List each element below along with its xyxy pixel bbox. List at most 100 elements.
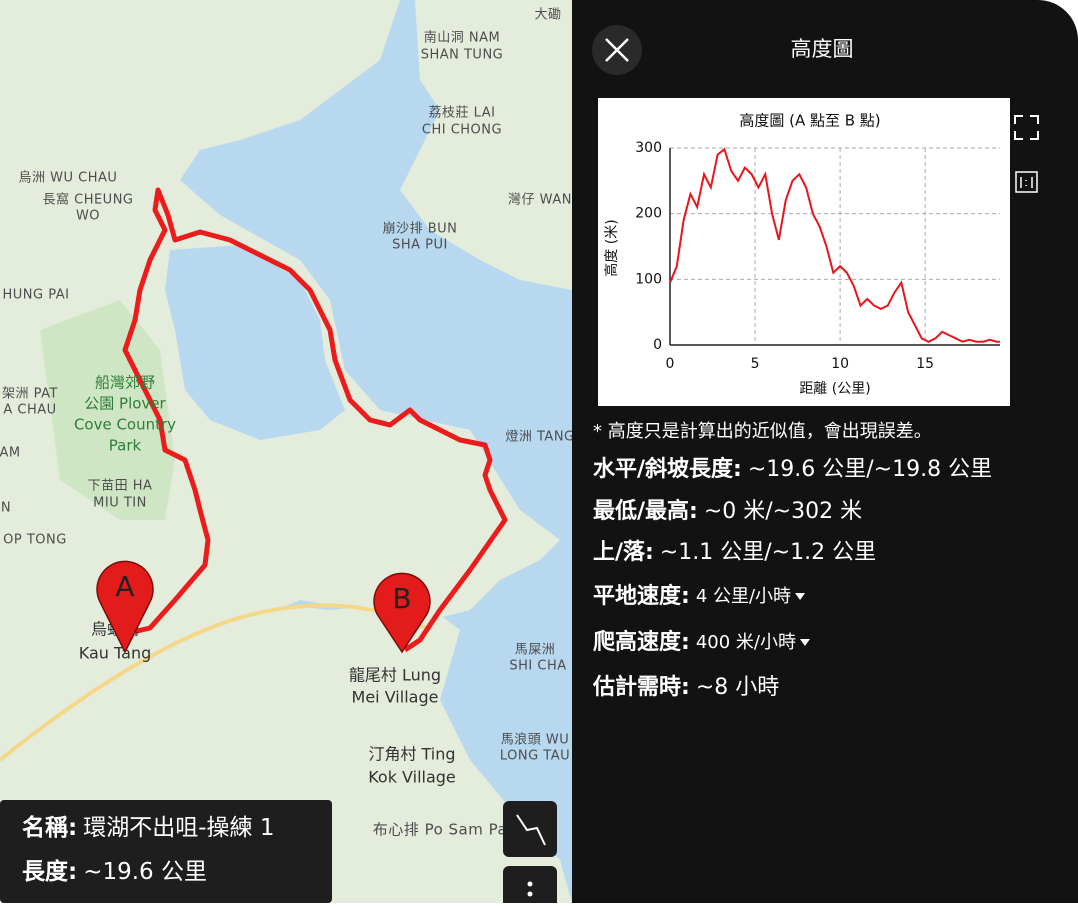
route-length: 長度: ~19.6 公里	[22, 858, 207, 885]
marker-label: A	[115, 570, 134, 603]
stat-value: ~0 米/~302 米	[704, 499, 862, 524]
map-label: 汀角村 Ting	[368, 745, 455, 764]
stat: 最低/最高: ~0 米/~302 米	[593, 498, 862, 524]
x-tick-label: 10	[831, 356, 849, 372]
icon	[527, 891, 533, 897]
map-label: Mei Village	[352, 688, 439, 707]
route-name: 名稱: 環湖不出咀-操練 1	[22, 814, 274, 841]
stat-value: 400 米/小時	[696, 632, 796, 653]
pin[interactable]	[96, 560, 154, 654]
map-label: N	[1, 501, 11, 516]
map-label: HUNG PAI	[3, 288, 70, 303]
icon	[516, 814, 546, 846]
icon	[605, 38, 629, 62]
stat-label: 爬高速度:	[593, 629, 690, 655]
more-button[interactable]	[503, 866, 557, 907]
chart-title: 高度圖 (A 點至 B 點)	[739, 112, 880, 130]
button[interactable]	[503, 866, 557, 907]
map-label: LONG TAU	[500, 749, 570, 764]
map-label: Kau Tang	[79, 644, 151, 663]
ratio-icon[interactable]	[1015, 171, 1038, 193]
stat-label: 平地速度:	[593, 583, 690, 609]
map-label: 大磡	[534, 8, 561, 23]
map-label: 荔枝莊 LAI	[429, 106, 496, 121]
icon[interactable]	[1014, 115, 1039, 140]
map-label: MIU TIN	[93, 496, 147, 511]
map-label: 烏洲 WU CHAU	[19, 170, 118, 186]
marker-a[interactable]: A	[96, 560, 154, 654]
map-label: SHA PUI	[392, 238, 448, 253]
map-label: 龍尾村 Lung	[349, 666, 441, 685]
chart-bg	[598, 98, 1010, 406]
note: * 高度只是計算出的近似值，會出現誤差。	[593, 421, 932, 442]
x-axis-label: 距離 (公里)	[799, 380, 870, 397]
x-tick-label: 5	[751, 356, 760, 372]
country-park	[40, 300, 175, 520]
map-label: 下苗田 HA	[88, 479, 153, 494]
y-tick-label: 300	[635, 140, 662, 156]
marker-label: B	[392, 582, 411, 615]
y-tick-label: 200	[635, 206, 662, 222]
map-label: SHI CHA	[509, 659, 566, 674]
map-label: A CHAU	[3, 403, 56, 418]
stat-label: 估計需時:	[592, 674, 690, 700]
y-axis-label: 高度 (米)	[603, 219, 620, 276]
map-label: 長窩 CHEUNG	[42, 192, 133, 208]
map-lake	[165, 245, 345, 440]
map-label: 馬屎洲	[515, 643, 556, 658]
map-label: 燈洲 TANG	[505, 430, 574, 445]
park-label: Cove Country	[74, 416, 176, 434]
route-button[interactable]	[503, 801, 557, 857]
stat-value: ~19.6 公里/~19.8 公里	[748, 457, 992, 482]
elevation-line	[669, 147, 1000, 343]
x-tick-label: 15	[916, 356, 934, 372]
panel-title: 高度圖	[791, 37, 854, 61]
map-label: 馬浪頭 WU	[501, 733, 570, 748]
stat: 上/落: ~1.1 公里/~1.2 公里	[593, 540, 876, 565]
stat-value: ~1.1 公里/~1.2 公里	[660, 540, 876, 565]
stat-label: 上/落:	[593, 540, 654, 565]
length-value: ~19.6 公里	[83, 859, 207, 885]
map-label: CHI CHONG	[422, 123, 502, 138]
close-button[interactable]	[592, 25, 642, 75]
map-label: SHAN TUNG	[421, 48, 504, 63]
name-value: 環湖不出咀-操練 1	[83, 815, 274, 841]
map-label: 架洲 PAT	[2, 387, 58, 402]
stat: 水平/斜坡長度: ~19.6 公里/~19.8 公里	[593, 456, 992, 482]
stat: 平地速度: 4 公里/小時	[593, 583, 791, 609]
fullscreen-icon[interactable]	[1014, 115, 1039, 140]
icon[interactable]	[1015, 171, 1038, 193]
map-label: 灣仔 WAN	[508, 193, 572, 208]
dropdown[interactable]	[799, 639, 810, 646]
icon	[1020, 177, 1033, 188]
y-tick-label: 100	[635, 271, 662, 287]
name-label: 名稱:	[22, 814, 77, 841]
map-label: 崩沙排 BUN	[383, 222, 458, 237]
route	[122, 187, 508, 653]
y-tick-label: 0	[653, 337, 662, 353]
map-label: AM	[0, 446, 21, 461]
park-label: 公園 Plover	[84, 395, 166, 413]
length-label: 長度:	[22, 858, 77, 885]
dropdown[interactable]	[795, 593, 806, 600]
map-label: Kok Village	[368, 768, 456, 787]
map-label: OP TONG	[3, 533, 67, 548]
map-label: WO	[76, 209, 100, 224]
map-label: 南山洞 NAM	[424, 30, 500, 46]
stat-value: 4 公里/小時	[696, 586, 791, 607]
icon	[527, 881, 533, 887]
park-label: 船灣郊野	[95, 374, 155, 392]
stat-label: 水平/斜坡長度:	[593, 456, 742, 482]
info-box	[0, 800, 332, 903]
stat: 估計需時: ~8 小時	[592, 674, 779, 700]
park-label: Park	[109, 437, 142, 455]
map-label: 布心排 Po Sam Pa	[373, 821, 507, 839]
stat: 爬高速度: 400 米/小時	[593, 629, 796, 655]
pin[interactable]	[373, 572, 431, 654]
stat-label: 最低/最高:	[593, 498, 698, 524]
marker-b[interactable]: B	[373, 572, 431, 654]
road	[0, 603, 431, 762]
x-tick-label: 0	[666, 356, 675, 372]
stat-value: ~8 小時	[696, 675, 779, 700]
